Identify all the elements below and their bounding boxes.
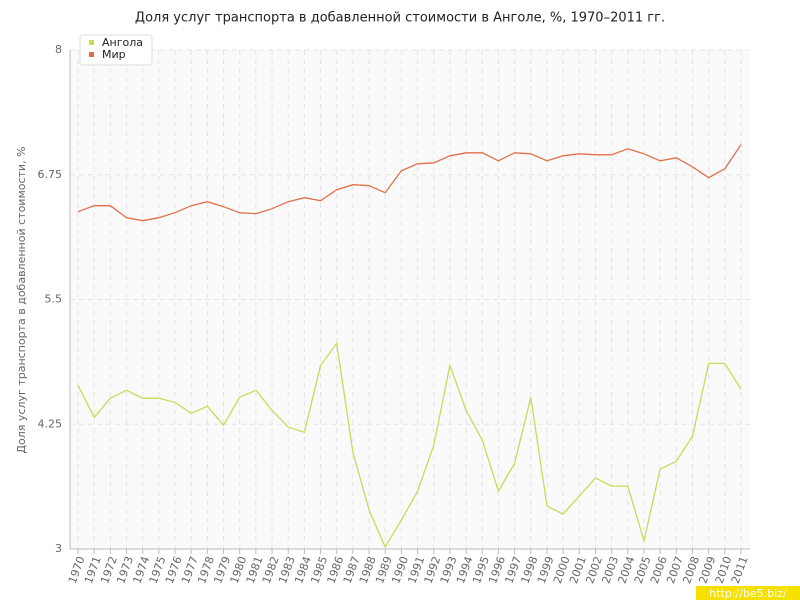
y-tick-label: 4.25 [38, 417, 63, 430]
y-tick-label: 5.5 [45, 293, 63, 306]
series-line [77, 341, 742, 549]
watermark: http://be5.biz/ [709, 587, 787, 600]
legend-box [79, 34, 153, 66]
y-tick-label: 3 [55, 542, 62, 555]
legend-label: Ангола [102, 36, 143, 49]
y-axis-label: Доля услуг транспорта в добавленной стои… [15, 146, 28, 453]
chart-title: Доля услуг транспорта в добавленной стои… [135, 11, 665, 26]
grid [70, 49, 750, 550]
y-tick-label: 6.75 [38, 168, 63, 181]
series-line [77, 144, 742, 222]
plot-area [70, 50, 750, 549]
series-layer [77, 144, 742, 549]
legend-label: Мир [102, 48, 126, 61]
watermark-bg [696, 586, 800, 600]
legend-swatch [89, 40, 94, 45]
y-tick-label: 8 [55, 43, 62, 56]
legend-swatch [89, 52, 94, 57]
